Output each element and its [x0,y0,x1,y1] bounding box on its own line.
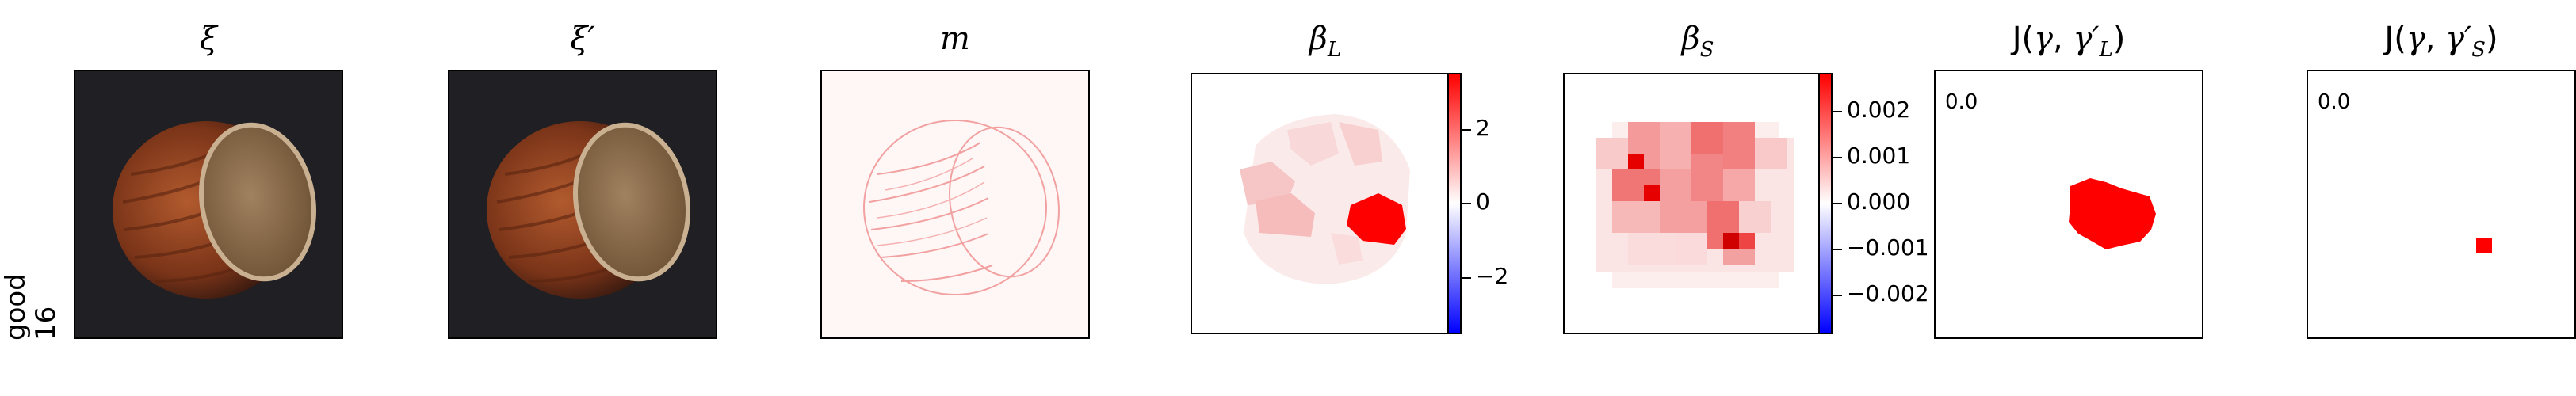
heatmap-m [820,70,1090,339]
colorbar-beta-l [1447,73,1462,334]
panel-title-beta-l: βL [1309,21,1342,62]
row-label-line2: 16 [30,306,62,341]
panel-title-m: m [940,21,970,57]
hazelnut-image-xi-prime [487,121,691,299]
heatmap-j-l: 0.0 [1934,70,2203,339]
colorbar-beta-s-tick-0-000: 0.000 [1847,188,1911,215]
colorbar-beta-l-tick-2: 2 [1476,115,1490,141]
colorbar-beta-s-tick-neg0-001: −0.001 [1847,234,1929,261]
j-s-annotation: 0.0 [2318,90,2351,114]
j-l-annotation: 0.0 [1945,90,1978,114]
panel-title-j-s: J(γ, γ′S) [2384,21,2498,62]
colorbar-beta-l-tick-0: 0 [1476,188,1490,215]
heatmap-j-s: 0.0 [2307,70,2576,339]
beta-l-heatmap-marks [1240,114,1410,284]
j-l-mask [2069,178,2156,249]
panel-title-xi: ξ [199,21,218,57]
panel-title-beta-s: βS [1681,21,1714,62]
row-label-line1: good [0,273,32,341]
m-heatmap-marks [863,120,1060,295]
image-xi-prime [448,70,717,339]
colorbar-beta-l-tick-neg2: −2 [1476,263,1509,289]
image-xi [74,70,343,339]
heatmap-beta-l [1191,73,1454,334]
panel-title-xi-prime: ξ′ [570,21,595,57]
colorbar-beta-s-tick-0-001: 0.001 [1847,143,1911,169]
panel-title-j-l: J(γ, γ′L) [2012,21,2126,62]
row-label: good 16 [0,206,63,364]
beta-s-heatmap-marks [1596,122,1794,288]
colorbar-beta-s [1818,73,1833,334]
colorbar-beta-s-tick-0-002: 0.002 [1847,97,1911,123]
heatmap-beta-s [1563,73,1825,334]
colorbar-beta-s-tick-neg0-002: −0.002 [1847,280,1929,307]
j-s-mask [2476,238,2492,253]
hazelnut-image-xi [113,121,317,299]
